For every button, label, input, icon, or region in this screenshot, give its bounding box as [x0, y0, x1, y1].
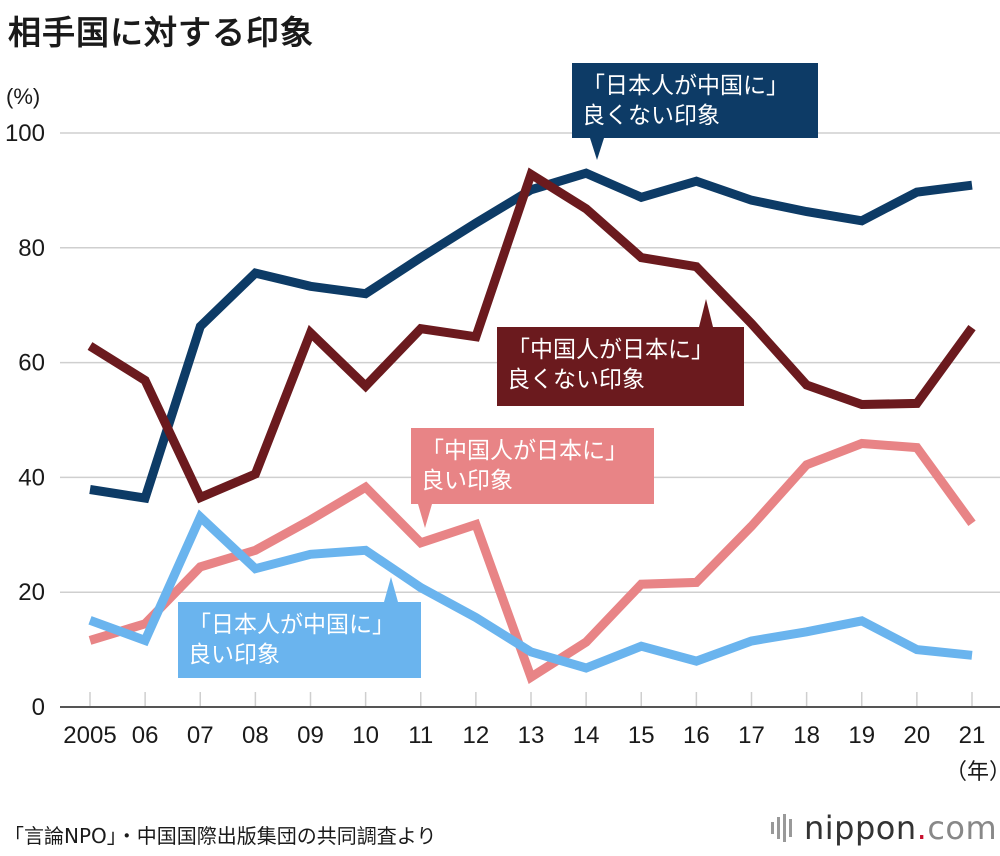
- callout-0: 「日本人が中国に」良くない印象: [572, 63, 818, 160]
- series-line-0: [89, 168, 973, 504]
- x-axis-unit: （年）: [945, 760, 1000, 785]
- callout-3: 「日本人が中国に」良い印象: [178, 577, 421, 678]
- callout-pointer: [590, 138, 604, 160]
- x-tick-label: 07: [187, 722, 214, 749]
- x-tick-label: 08: [242, 722, 269, 749]
- x-tick-label: 17: [738, 722, 765, 749]
- brand-name: nippon.com: [804, 809, 997, 847]
- brand-logo: nippon.com: [770, 808, 997, 848]
- callout-box: [572, 63, 818, 138]
- callout-2: 「中国人が日本に」良い印象: [411, 428, 654, 528]
- series-label: 良い印象: [188, 642, 280, 668]
- x-tick-label: 11: [408, 722, 433, 749]
- y-tick-label: 80: [18, 235, 45, 262]
- callout-layer: 「日本人が中国に」良くない印象「中国人が日本に」良くない印象「中国人が日本に」良…: [178, 63, 818, 678]
- x-tick-label: 15: [628, 722, 655, 749]
- x-tick-label: 14: [573, 722, 600, 749]
- x-tick-label: 13: [518, 722, 545, 749]
- series-label: 「日本人が中国に」: [582, 73, 789, 99]
- callout-pointer: [699, 299, 713, 327]
- x-tick-label: 19: [848, 722, 875, 749]
- callout-pointer: [418, 504, 432, 528]
- y-tick-label: 0: [32, 694, 45, 721]
- y-tick-label: 100: [5, 120, 45, 147]
- axis-layer: 0 20 40 60 80 100 2005 06 07 08 09 10 11 12 13 14 15 16 17…: [5, 120, 1000, 749]
- brand-name-tld: com: [927, 809, 998, 847]
- brand-name-dot: .: [916, 809, 928, 847]
- y-axis-unit: (%): [6, 84, 41, 109]
- brand-name-main: nippon: [804, 809, 917, 847]
- series-label: 「中国人が日本に」: [507, 337, 714, 363]
- x-tick-label: 20: [904, 722, 931, 749]
- callout-1: 「中国人が日本に」良くない印象: [497, 299, 744, 406]
- callout-box: [178, 602, 421, 678]
- x-tick-label: 06: [132, 722, 159, 749]
- callout-box: [411, 428, 654, 504]
- x-tick-label: 16: [683, 722, 710, 749]
- series-label: 良い印象: [421, 468, 513, 494]
- y-tick-label: 60: [18, 350, 45, 377]
- x-tick-label: 09: [297, 722, 324, 749]
- series-label: 「中国人が日本に」: [421, 438, 628, 464]
- x-tick-label: 12: [463, 722, 490, 749]
- y-tick-label: 40: [18, 464, 45, 491]
- series-label: 「日本人が中国に」: [188, 612, 395, 638]
- nippon-mark-icon: [771, 814, 792, 842]
- callout-box: [497, 327, 744, 406]
- callout-pointer: [384, 577, 398, 602]
- x-tick-label: 10: [352, 722, 379, 749]
- source-note: 「言論NPO」・中国国際出版集団の共同調査より: [4, 824, 437, 848]
- x-tick-label: 21: [959, 722, 986, 749]
- series-layer: [87, 167, 976, 685]
- x-tick-label: 18: [793, 722, 820, 749]
- series-line-1: [87, 167, 976, 504]
- line-chart: 0 20 40 60 80 100 2005 06 07 08 09 10 11 12 13 14 15 16 17…: [5, 63, 1000, 749]
- x-tick-label: 2005: [63, 722, 116, 749]
- grid-layer: [60, 132, 1000, 707]
- series-line-3: [88, 509, 973, 673]
- y-tick-label: 20: [18, 579, 45, 606]
- chart-title: 相手国に対する印象: [8, 13, 314, 52]
- series-label: 良くない印象: [582, 103, 720, 129]
- series-label: 良くない印象: [507, 367, 645, 393]
